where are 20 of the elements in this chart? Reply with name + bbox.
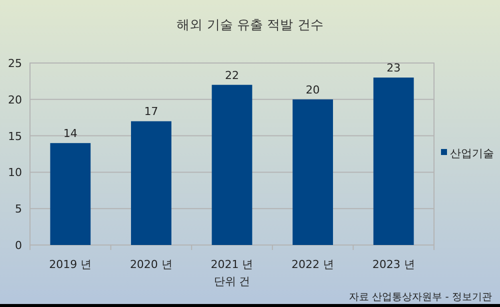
- x-axis-title: 단위 건: [214, 275, 250, 288]
- y-tick-label: 5: [15, 202, 22, 216]
- x-tick-label: 2019 년: [49, 258, 92, 271]
- data-label: 20: [306, 83, 320, 96]
- y-tick-label: 0: [15, 239, 22, 252]
- x-tick-label: 2020 년: [130, 258, 172, 271]
- legend-label: 산업기술: [450, 147, 494, 160]
- data-label: 22: [225, 68, 239, 82]
- chart-title: 해외 기술 유출 적발 건수: [176, 18, 324, 33]
- y-tick-label: 25: [8, 57, 22, 70]
- data-label: 14: [63, 127, 78, 140]
- y-tick-label: 15: [8, 130, 22, 143]
- x-tick-label: 2021 년: [210, 258, 254, 271]
- y-tick-label: 10: [8, 166, 22, 180]
- x-tick-label: 2023 년: [372, 258, 415, 271]
- text: 자료 산업통상자원부 - 정보기관: [348, 292, 492, 303]
- data-label: 17: [144, 105, 158, 118]
- y-tick-label: 20: [8, 93, 22, 106]
- data-label: 23: [386, 62, 401, 75]
- x-tick-label: 2022 년: [292, 258, 334, 271]
